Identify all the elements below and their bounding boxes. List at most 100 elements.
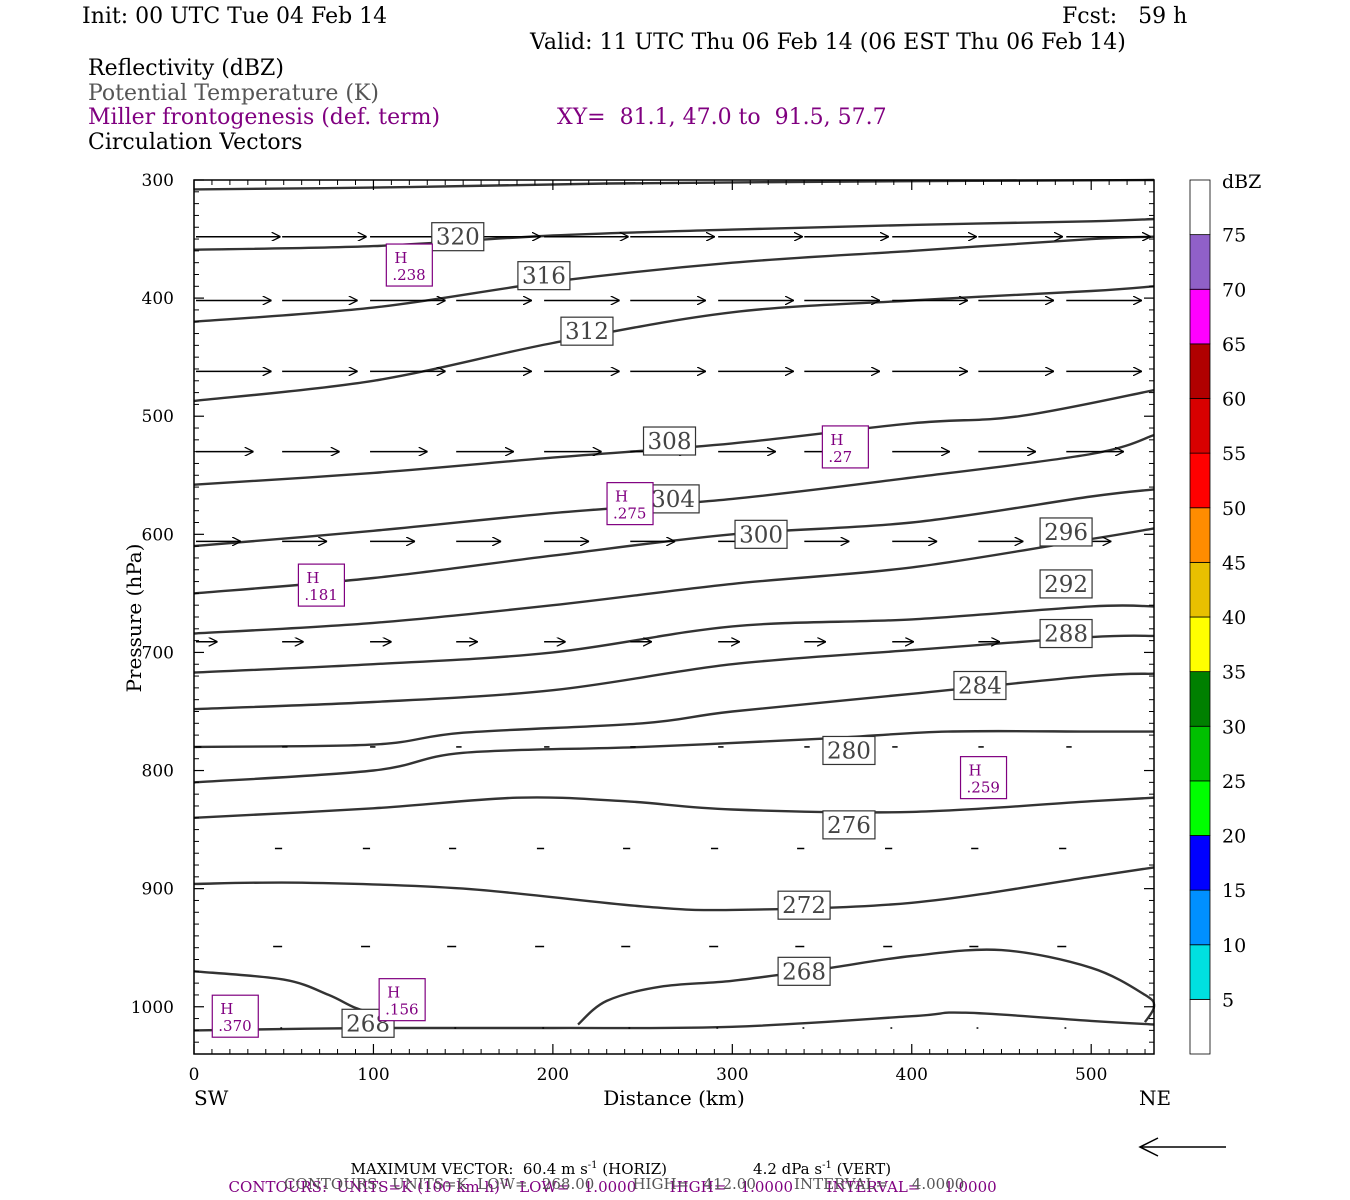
reference-vector-head (1138, 1137, 1159, 1157)
init-time: Init: 00 UTC Tue 04 Feb 14 (82, 4, 388, 29)
frontogenesis-box (606, 482, 654, 526)
frontogenesis-h: H (306, 569, 319, 587)
colorbar-level: 50 (1222, 498, 1246, 520)
frontogenesis-h: H (387, 984, 400, 1002)
exp-fronto: -1 (499, 1178, 510, 1189)
theta-label-box (642, 426, 697, 456)
theta-label: 276 (822, 810, 876, 840)
colorbar-level: 20 (1222, 826, 1246, 848)
frontogenesis-max: H.370 (211, 994, 259, 1038)
frontogenesis-box (821, 425, 869, 469)
theta-label: 288 (1039, 618, 1093, 649)
x-axis-title: Distance (km) (603, 1086, 745, 1110)
x-end-label-sw: SW (194, 1086, 229, 1110)
frontogenesis-h: H (220, 1000, 233, 1018)
x-tick-label: 500 (1075, 1065, 1107, 1085)
y-tick-label: 500 (142, 407, 174, 427)
colorbar-segment (1189, 343, 1211, 399)
theta-label-box (1039, 517, 1093, 547)
theta-contour (193, 389, 1155, 486)
theta-label-text: 284 (958, 674, 1002, 700)
frontogenesis-value: .370 (218, 1017, 251, 1035)
legend-vectors: Circulation Vectors (88, 130, 303, 155)
legend-theta: Potential Temperature (K) (88, 81, 379, 106)
frontogenesis-value: .156 (385, 1001, 418, 1019)
theta-label: 272 (777, 890, 831, 920)
theta-label: 308 (642, 426, 697, 456)
y-tick-label: 900 (142, 880, 174, 900)
colorbar-segment (1189, 889, 1211, 946)
theta-label-text: 292 (1044, 572, 1088, 598)
x-tick-label: 0 (189, 1065, 200, 1085)
theta-contour (193, 866, 1155, 912)
x-tick-label: 300 (716, 1065, 748, 1085)
max-vector-note: MAXIMUM VECTOR: 60.4 m s-1 (HORIZ) 4.2 dP… (341, 1140, 892, 1178)
colorbar-segment (1189, 944, 1211, 1000)
theta-contour (193, 217, 1155, 251)
x-end-label-ne: NE (1139, 1086, 1171, 1110)
theta-label-text: 308 (648, 429, 692, 455)
theta-label-box (734, 519, 788, 549)
theta-label-text: 288 (1044, 622, 1088, 648)
legend-xy: XY= 81.1, 47.0 to 91.5, 57.7 (557, 105, 887, 130)
exp-vert: -1 (822, 1160, 832, 1171)
colorbar-segment (1189, 616, 1211, 673)
theta-label-box (822, 735, 876, 766)
contours-fronto-range: LOW= 1.0000 HIGH= 1.0000 INTERVAL= 1.000… (509, 1178, 997, 1196)
y-tick-label: 700 (142, 643, 174, 663)
max-vector-horiz-label: (HORIZ) (597, 1160, 668, 1178)
frontogenesis-value: .275 (613, 505, 646, 523)
theta-label-box (560, 316, 614, 346)
frontogenesis-max: H.156 (378, 978, 426, 1022)
theta-contour (193, 796, 1155, 819)
theta-label-box (517, 261, 571, 291)
y-tick-label: 1000 (131, 998, 174, 1018)
y-axis-title: Pressure (hPa) (122, 544, 146, 693)
contours-fronto-note: CONTOURS: UNITS=K (100 km h)-1 LOW= 1.00… (219, 1158, 997, 1196)
theta-contour (193, 235, 1155, 323)
theta-label-text: 312 (565, 319, 609, 345)
max-vector-vert-label: (VERT) (831, 1160, 892, 1178)
theta-label-box (1039, 569, 1093, 599)
theta-label-box (646, 484, 700, 514)
theta-label: 284 (953, 670, 1007, 701)
legend-reflectivity: Reflectivity (dBZ) (88, 56, 284, 81)
frontogenesis-h: H (969, 762, 982, 780)
theta-label-box (822, 810, 876, 840)
colorbar-level: 40 (1222, 607, 1246, 629)
exp-horiz: -1 (587, 1160, 598, 1171)
frontogenesis-h: H (615, 488, 628, 506)
theta-contour (193, 488, 1155, 595)
frontogenesis-box (959, 756, 1008, 800)
frontogenesis-max: H.275 (606, 482, 654, 526)
colorbar-level: 65 (1222, 334, 1246, 356)
contours-theta-note: CONTOURS: UNITS=K LOW= 268.00 HIGH= 412.… (284, 1175, 965, 1193)
colorbar-segment (1189, 288, 1211, 345)
frontogenesis-box (378, 978, 426, 1022)
forecast-hour: Fcst: 59 h (1062, 4, 1188, 29)
theta-contour (193, 672, 1155, 749)
x-tick-label: 100 (357, 1065, 389, 1085)
theta-contour (193, 1011, 1155, 1032)
theta-contour (193, 604, 1155, 674)
theta-label: 296 (1039, 517, 1093, 547)
colorbar-segment (1189, 398, 1211, 454)
colorbar-segment (1189, 452, 1211, 509)
theta-label-text: 296 (1044, 520, 1088, 546)
y-tick-label: 400 (142, 289, 174, 309)
colorbar-level: 30 (1222, 716, 1246, 738)
theta-label-text: 304 (651, 487, 695, 513)
colorbar-segment (1189, 671, 1211, 727)
theta-label-box (953, 670, 1007, 701)
theta-contour (193, 729, 1154, 784)
y-tick-label: 600 (142, 525, 174, 545)
theta-label-box (777, 890, 831, 920)
colorbar-segment (1189, 998, 1211, 1055)
theta-label-text: 280 (827, 738, 871, 764)
theta-label-text: 316 (522, 264, 566, 290)
theta-label-text: 300 (739, 522, 783, 548)
frontogenesis-max: H.259 (959, 756, 1008, 800)
frontogenesis-max: H.181 (297, 563, 346, 607)
theta-label: 268 (777, 956, 831, 986)
colorbar-level: 45 (1222, 552, 1246, 574)
